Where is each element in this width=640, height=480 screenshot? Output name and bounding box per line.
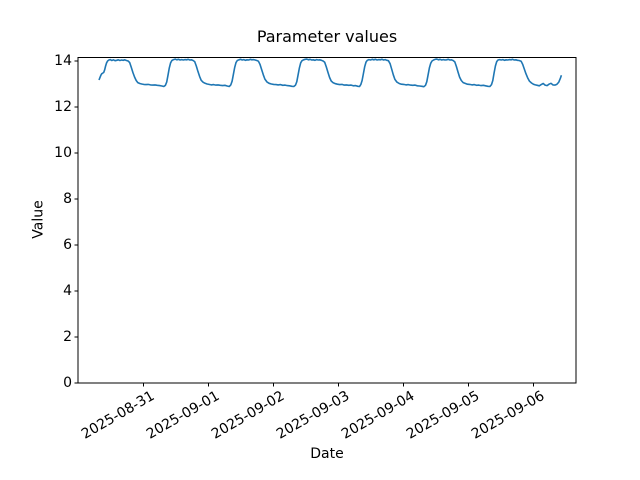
y-tick-label: 14 — [54, 52, 72, 69]
y-tick-label: 6 — [63, 236, 72, 253]
y-tick-label: 8 — [63, 190, 72, 207]
y-tick-label: 2 — [63, 328, 72, 345]
chart-title: Parameter values — [256, 27, 398, 46]
data-line — [98, 58, 563, 88]
y-tick-label: 0 — [63, 375, 72, 391]
y-tick-label: 10 — [54, 144, 72, 161]
y-axis-label: Value — [30, 200, 47, 239]
axes-frame — [77, 57, 577, 384]
y-tick-label: 12 — [54, 98, 72, 115]
x-axis-label: Date — [310, 446, 344, 462]
y-tick-label: 4 — [63, 282, 72, 299]
